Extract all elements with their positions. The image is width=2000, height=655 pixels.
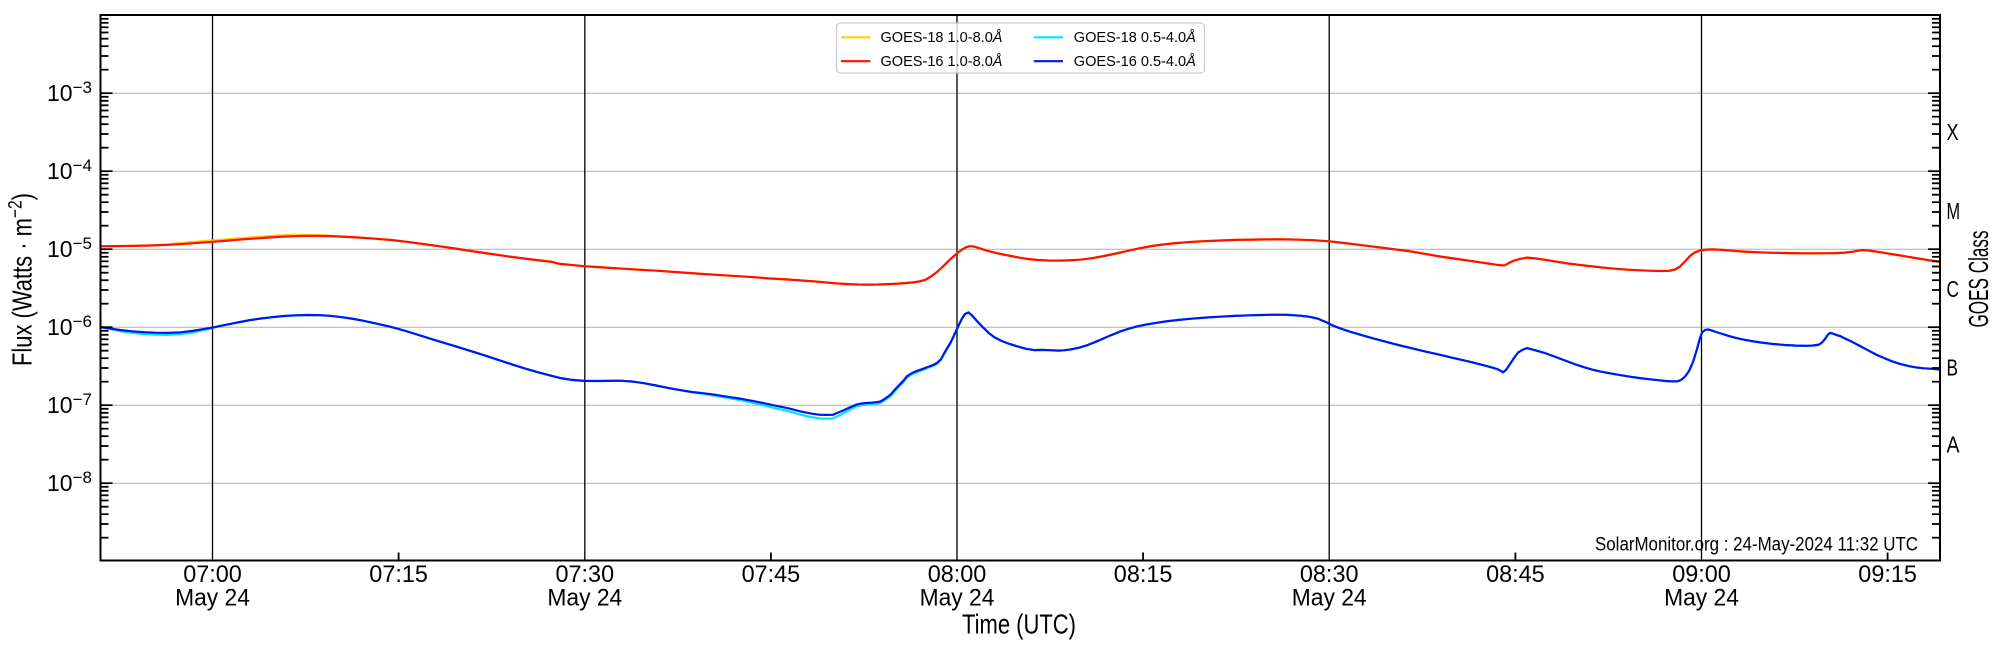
svg-text:May 24: May 24: [547, 584, 622, 611]
svg-text:SolarMonitor.org : 24-May-2024: SolarMonitor.org : 24-May-2024 11:32 UTC: [1595, 535, 1918, 556]
svg-text:08:00: 08:00: [928, 561, 987, 588]
svg-text:09:00: 09:00: [1672, 561, 1731, 588]
svg-text:May 24: May 24: [920, 584, 995, 611]
svg-text:Time (UTC): Time (UTC): [962, 609, 1076, 640]
svg-text:10−5: 10−5: [47, 234, 92, 262]
svg-text:07:45: 07:45: [742, 561, 801, 588]
svg-text:B: B: [1947, 355, 1959, 381]
svg-text:08:15: 08:15: [1114, 561, 1173, 588]
svg-text:07:00: 07:00: [183, 561, 242, 588]
svg-text:10−7: 10−7: [47, 390, 92, 418]
svg-text:GOES Class: GOES Class: [1963, 231, 1994, 328]
svg-text:07:15: 07:15: [369, 561, 428, 588]
svg-text:A: A: [1947, 432, 1960, 458]
svg-text:08:45: 08:45: [1486, 561, 1545, 588]
svg-text:08:30: 08:30: [1300, 561, 1359, 588]
svg-text:Flux (Watts · m−2): Flux (Watts · m−2): [5, 193, 38, 366]
svg-text:May 24: May 24: [175, 584, 250, 611]
svg-text:GOES-18 0.5-4.0Å: GOES-18 0.5-4.0Å: [1074, 29, 1196, 46]
svg-text:07:30: 07:30: [556, 561, 615, 588]
svg-text:M: M: [1947, 198, 1961, 224]
svg-text:GOES-16 0.5-4.0Å: GOES-16 0.5-4.0Å: [1074, 53, 1196, 70]
svg-text:May 24: May 24: [1664, 584, 1739, 611]
svg-text:May 24: May 24: [1292, 584, 1367, 611]
svg-text:GOES-18 1.0-8.0Å: GOES-18 1.0-8.0Å: [881, 29, 1003, 46]
svg-text:GOES-16 1.0-8.0Å: GOES-16 1.0-8.0Å: [881, 53, 1003, 70]
svg-text:09:15: 09:15: [1858, 561, 1917, 588]
svg-text:C: C: [1947, 276, 1960, 302]
svg-text:X: X: [1947, 119, 1959, 145]
